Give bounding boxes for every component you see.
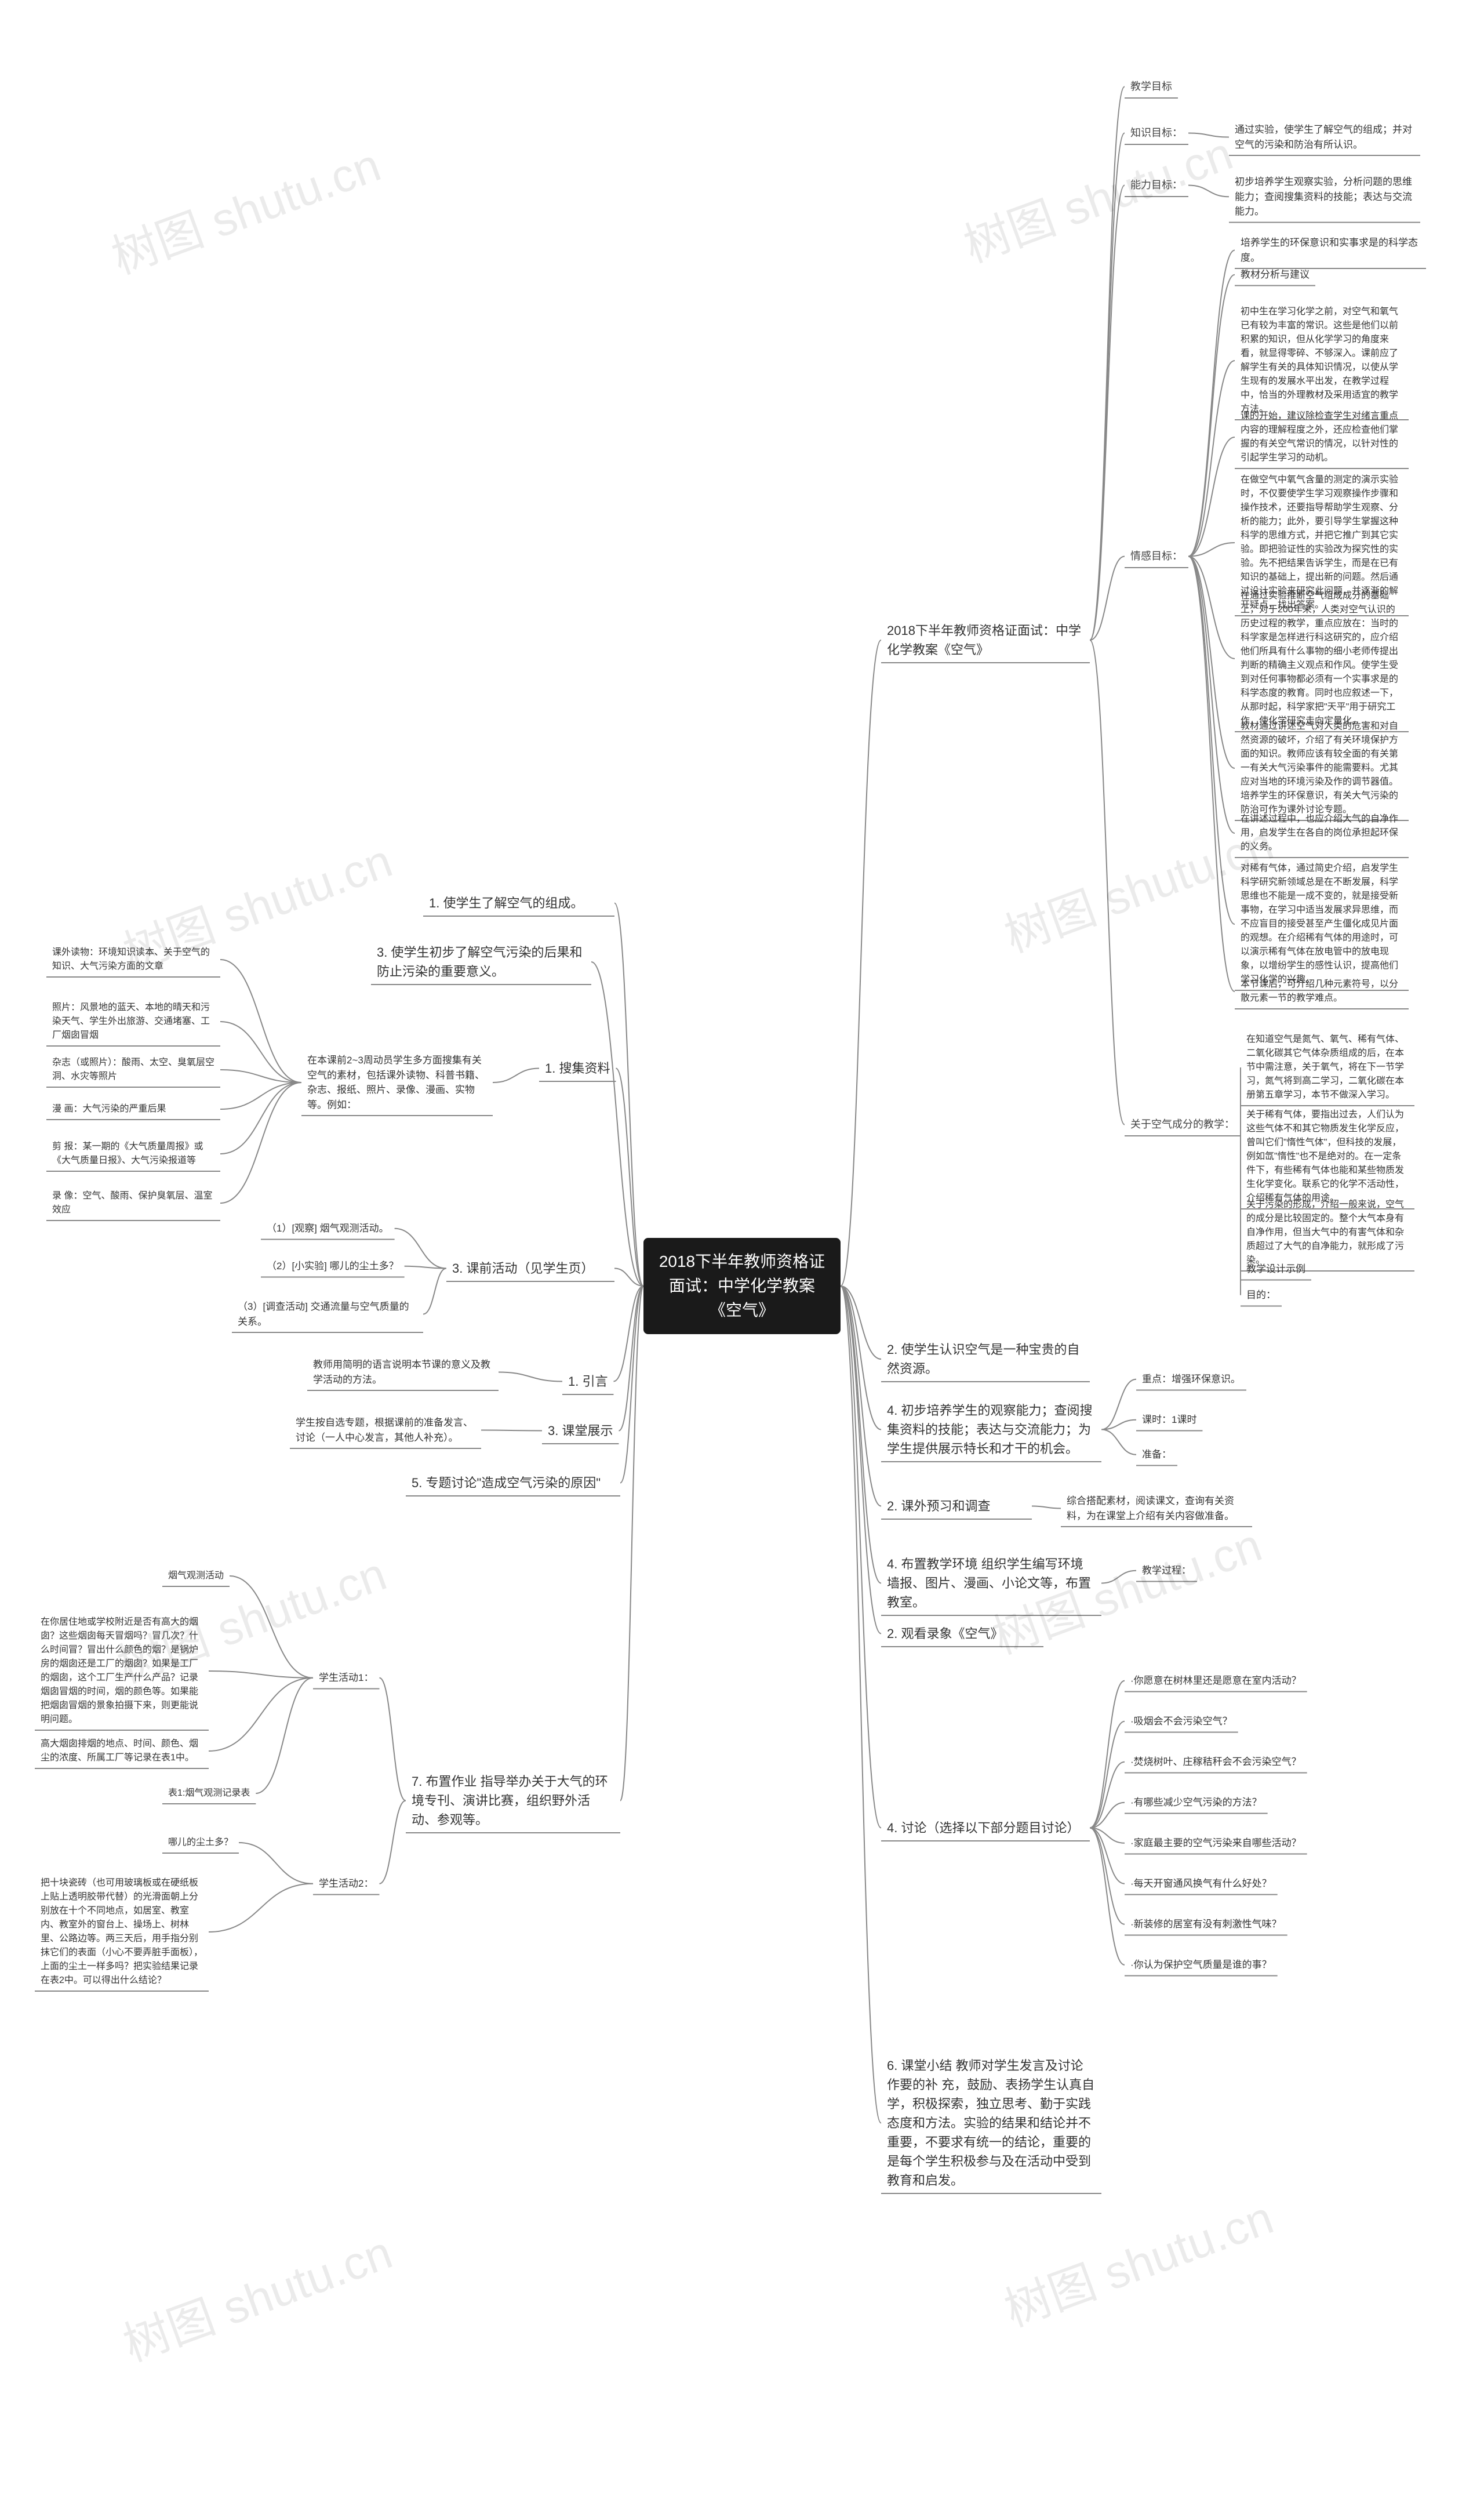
mindmap-node: （3）[调查活动] 交通流量与空气质量的关系。 xyxy=(232,1296,423,1332)
mindmap-node: 哪儿的尘土多？ xyxy=(162,1832,239,1853)
mindmap-node: 教材通过讲述空气对人类的危害和对自然资源的破坏，介绍了有关环境保护方面的知识。教… xyxy=(1235,716,1409,820)
mindmap-node: 6. 课堂小结 教师对学生发言及讨论作要的补 充，鼓励、表扬学生认真自学，积极探… xyxy=(881,2053,1101,2193)
mindmap-node: 2. 使学生认识空气是一种宝贵的自然资源。 xyxy=(881,1336,1090,1382)
mindmap-node: 课时：1课时 xyxy=(1136,1409,1202,1431)
mindmap-node: 情感目标： xyxy=(1125,545,1188,568)
mindmap-node: 关于空气成分的教学： xyxy=(1125,1113,1241,1136)
mindmap-node: 课的开始，建议除检查学生对绪言重点内容的理解程度之外，还应检查他们掌握的有关空气… xyxy=(1235,406,1409,468)
mindmap-node: 课外读物：环境知识读本、关于空气的知识、大气污染方面的文章 xyxy=(46,942,220,977)
mindmap-node: 准备： xyxy=(1136,1444,1177,1466)
mindmap-node: 教学过程： xyxy=(1136,1560,1197,1582)
watermark: 树图 shutu.cn xyxy=(113,2215,400,2375)
mindmap-node: 漫 画：大气污染的严重后果 xyxy=(46,1099,220,1120)
mindmap-node: ·家庭最主要的空气污染来自哪些活动？ xyxy=(1125,1832,1307,1854)
mindmap-node: 4. 讨论（选择以下部分题目讨论） xyxy=(881,1815,1090,1841)
mindmap-node: 学生活动1： xyxy=(313,1667,379,1689)
mindmap-node: 重点：增强环保意识。 xyxy=(1136,1368,1246,1390)
mindmap-node: 关于稀有气体，要指出过去，人们认为这些气体不和其它物质发生化学反应，曾叫它们"惰… xyxy=(1241,1105,1414,1209)
mindmap-node: 5. 专题讨论"造成空气污染的原因" xyxy=(406,1470,620,1496)
mindmap-node: 1. 使学生了解空气的组成。 xyxy=(423,890,614,916)
mindmap-node: 1. 引言 xyxy=(562,1368,613,1394)
mindmap-node: 照片：风景地的蓝天、本地的晴天和污染天气、学生外出旅游、交通堵塞、工厂烟囱冒烟 xyxy=(46,997,220,1046)
mindmap-node: 初步培养学生观察实验，分析问题的思维能力；查阅搜集资料的技能；表达与交流能力。 xyxy=(1229,171,1420,223)
mindmap-node: 3. 课前活动（见学生页） xyxy=(446,1255,614,1281)
mindmap-node: 7. 布置作业 指导举办关于大气的环境专刊、演讲比赛，组织野外活动、参观等。 xyxy=(406,1768,620,1833)
mindmap-node: 在本课前2~3周动员学生多方面搜集有关空气的素材，包括课外读物、科普书籍、杂志、… xyxy=(301,1049,493,1116)
mindmap-node: 录 像：空气、酸雨、保护臭氧层、温室效应 xyxy=(46,1186,220,1221)
mindmap-node: 4. 初步培养学生的观察能力；查阅搜集资料的技能；表达与交流能力；为学生提供展示… xyxy=(881,1397,1101,1462)
mindmap-node: 3. 课堂展示 xyxy=(542,1418,619,1444)
mindmap-node: 表1:烟气观测记录表 xyxy=(162,1783,256,1804)
center-node: 2018下半年教师资格证面试：中学化学教案《空气》 xyxy=(643,1238,841,1334)
mindmap-node: ·新装修的居室有没有刺激性气味？ xyxy=(1125,1913,1287,1935)
mindmap-node: 初中生在学习化学之前，对空气和氧气已有较为丰富的常识。这些是他们以前积累的知识，… xyxy=(1235,302,1409,420)
mindmap-node: 在知道空气是氮气、氧气、稀有气体、二氧化碳其它气体杂质组成的后，在本节中需注意，… xyxy=(1241,1029,1414,1106)
mindmap-node: 本节课后，可介绍几种元素符号，以分散元素一节的教学难点。 xyxy=(1235,974,1409,1009)
mindmap-node: 学生活动2： xyxy=(313,1873,379,1895)
mindmap-node: ·焚烧树叶、庄稼秸秆会不会污染空气？ xyxy=(1125,1751,1307,1773)
mindmap-node: 杂志（或照片）：酸雨、太空、臭氧层空洞、水灾等照片 xyxy=(46,1052,220,1087)
mindmap-node: 1. 搜集资料 xyxy=(539,1055,616,1081)
mindmap-node: （1）[观察] 烟气观测活动。 xyxy=(261,1218,395,1240)
mindmap-node: ·有哪些减少空气污染的方法？ xyxy=(1125,1792,1268,1814)
watermark: 树图 shutu.cn xyxy=(954,117,1241,276)
mindmap-node: 3. 使学生初步了解空气污染的后果和防止污染的重要意义。 xyxy=(371,939,591,985)
mindmap-node: 在讲述过程中，也应介绍大气的自净作用，启发学生在各自的岗位承担起环保的义务。 xyxy=(1235,809,1409,858)
mindmap-node: 能力目标： xyxy=(1125,174,1188,197)
mindmap-node: 知识目标： xyxy=(1125,122,1188,144)
mindmap-node: ·吸烟会不会污染空气？ xyxy=(1125,1710,1238,1732)
mindmap-node: 对稀有气体，通过简史介绍，启发学生科学研究新领域总是在不断发展，科学思维也不能是… xyxy=(1235,858,1409,990)
mindmap-node: （2）[小实验] 哪儿的尘土多？ xyxy=(261,1255,405,1277)
watermark: 树图 shutu.cn xyxy=(101,128,388,288)
mindmap-node: 学生按自选专题，根据课前的准备发言、讨论（一人中心发言，其他人补充）。 xyxy=(290,1412,481,1448)
mindmap-node: 教师用简明的语言说明本节课的意义及教学活动的方法。 xyxy=(307,1354,499,1390)
mindmap-node: 教学目标 xyxy=(1125,75,1178,98)
mindmap-node: 教材分析与建议 xyxy=(1235,264,1315,286)
mindmap-node: 通过实验，使学生了解空气的组成；并对空气的污染和防治有所认识。 xyxy=(1229,119,1420,155)
mindmap-node: 2. 观看录象《空气》 xyxy=(881,1621,1043,1647)
mindmap-node: 把十块瓷砖（也可用玻璃板或在硬纸板上贴上透明胶带代替）的光滑面朝上分别放在十个不… xyxy=(35,1873,209,1991)
mindmap-node: ·每天开窗通风换气有什么好处？ xyxy=(1125,1873,1278,1895)
mindmap-node: 目的： xyxy=(1241,1284,1282,1306)
mindmap-node: 2018下半年教师资格证面试：中学化学教案《空气》 xyxy=(881,618,1090,663)
mindmap-node: 在通过实验推断空气组成成分的基础上，对于200年来，人类对空气认识的历史过程的教… xyxy=(1235,586,1409,732)
mindmap-node: 4. 布置教学环境 组织学生编写环境墙报、图片、漫画、小论文等，布置教室。 xyxy=(881,1551,1101,1615)
mindmap-node: 2. 课外预习和调查 xyxy=(881,1493,1032,1519)
mindmap-node: 剪 报：某一期的《大气质量周报》或《大气质量日报》、大气污染报道等 xyxy=(46,1136,220,1171)
mindmap-node: 烟气观测活动 xyxy=(162,1565,230,1586)
mindmap-node: 在你居住地或学校附近是否有高大的烟囱？这些烟囱每天冒烟吗？冒几次？什么时间冒？冒… xyxy=(35,1612,209,1730)
mindmap-node: ·你认为保护空气质量是谁的事？ xyxy=(1125,1954,1278,1976)
mindmap-node: ·你愿意在树林里还是愿意在室内活动？ xyxy=(1125,1670,1307,1692)
watermark: 树图 shutu.cn xyxy=(994,2181,1281,2340)
mindmap-node: 培养学生的环保意识和实事求是的科学态度。 xyxy=(1235,232,1426,268)
mindmap-node: 综合搭配素材，阅读课文，查询有关资料，为在课堂上介绍有关内容做准备。 xyxy=(1061,1490,1252,1527)
mindmap-node: 高大烟囱排烟的地点、时间、颜色、烟尘的浓度、所属工厂等记录在表1中。 xyxy=(35,1734,209,1768)
mindmap-node: 教学设计示例 xyxy=(1241,1258,1311,1280)
